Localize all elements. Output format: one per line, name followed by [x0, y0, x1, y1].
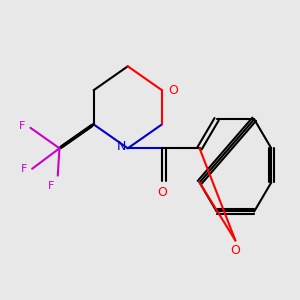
Text: F: F: [21, 164, 27, 174]
Text: O: O: [230, 244, 240, 257]
Text: F: F: [19, 121, 25, 131]
Text: N: N: [117, 140, 126, 153]
Text: O: O: [157, 186, 167, 199]
Text: O: O: [168, 84, 178, 97]
Text: F: F: [48, 181, 54, 191]
